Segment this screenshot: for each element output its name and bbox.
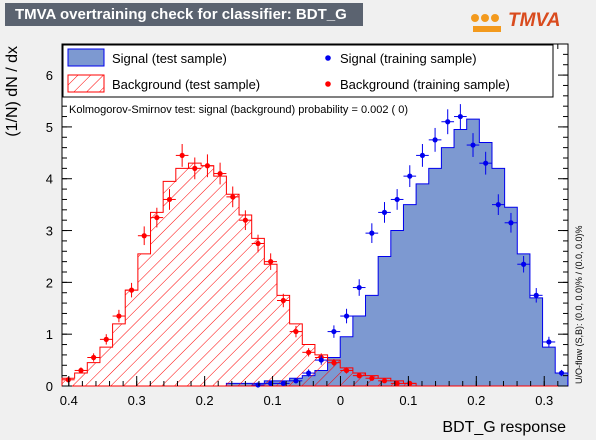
y-tick-label: 5 [46,120,53,135]
background-train-point [188,157,202,180]
signal-train-point [428,127,442,152]
x-tick-label: 0.3 [128,393,146,408]
y-tick-label: 4 [46,172,53,187]
legend-signal-test-label: Signal (test sample) [112,51,227,66]
y-axis-label: (1/N) dN / dx [4,46,21,137]
signal-train-point [517,255,530,273]
x-tick-label: 0 [337,393,344,408]
signal-train-point [314,355,328,365]
background-train-point [137,226,151,246]
legend-signal-test-swatch [67,48,105,67]
x-axis-label: BDT_G response [442,419,566,436]
background-train-point [327,359,341,367]
background-train-point [74,367,88,374]
background-train-point [378,378,391,384]
signal-train-point [555,369,568,377]
signal-train-point [491,194,505,215]
signal-train-point [327,325,341,338]
signal-train-point [454,104,467,129]
signal-train-point [264,380,277,387]
signal-train-point [529,288,543,303]
signal-train-point [378,202,391,223]
background-train-point [175,144,189,167]
signal-train-point [352,279,366,296]
y-tick-label: 3 [46,224,53,239]
x-tick-label: 0.3 [535,393,553,408]
chart-title: TMVA overtraining check for classifier: … [5,3,363,26]
x-tick-label: 0.1 [264,393,282,408]
signal-train-point [416,144,429,167]
signal-train-point [365,223,379,243]
background-train-point [251,234,265,253]
background-train-point [276,293,290,308]
signal-train-point [390,189,404,210]
y-tick-label: 0 [46,379,53,394]
background-train-point [390,380,404,387]
signal-train-point [403,165,417,188]
background-train-point [264,253,277,270]
background-train-point [365,375,379,381]
y-tick-label: 6 [46,68,53,83]
background-train-point [99,334,113,345]
background-train-point [340,367,353,374]
overflow-text: U/O-flow (S,B): (0.0, 0.0)% / (0.0, 0.0)… [574,225,584,384]
x-tick-label: 0.2 [467,393,485,408]
x-tick-label: 0.2 [196,393,214,408]
legend-background-test-label: Background (test sample) [112,77,260,92]
signal-train-point [289,378,303,384]
legend-signal-train-marker [325,55,331,61]
signal-train-point [479,151,492,175]
legend-background-train-label: Background (training sample) [340,77,510,92]
x-tick-label: 0.1 [399,393,417,408]
legend-background-train-marker [325,81,331,87]
x-tick-label: 0.4 [60,393,78,408]
signal-train-point [302,369,315,377]
ks-test-text: Kolmogorov-Smirnov test: signal (backgro… [69,104,408,116]
background-train-point [87,353,100,362]
y-tick-label: 2 [46,275,53,290]
tmva-logo-icon [471,14,501,32]
legend-signal-train-label: Signal (training sample) [340,51,477,66]
background-train-point [112,309,126,323]
signal-train-point [340,308,353,324]
signal-train-point [504,212,518,233]
signal-train-point [441,109,455,135]
legend-background-test-swatch [67,74,105,93]
background-train-point [289,325,303,338]
background-train-point [150,207,164,228]
tmva-logo-text: TMVA [508,10,561,31]
background-train-point [125,282,138,298]
signal-train-point [542,336,556,348]
y-tick-label: 1 [46,327,53,342]
background-train-point [226,186,240,208]
legend-box [62,44,554,98]
background-train-point [163,189,176,210]
signal-train-point [466,133,480,157]
background-train-point [213,162,227,185]
background-train-point [352,373,366,379]
background-train-point [201,154,214,178]
background-train-point [302,348,315,357]
background-train-point [239,210,252,231]
signal-train-point [276,380,290,387]
